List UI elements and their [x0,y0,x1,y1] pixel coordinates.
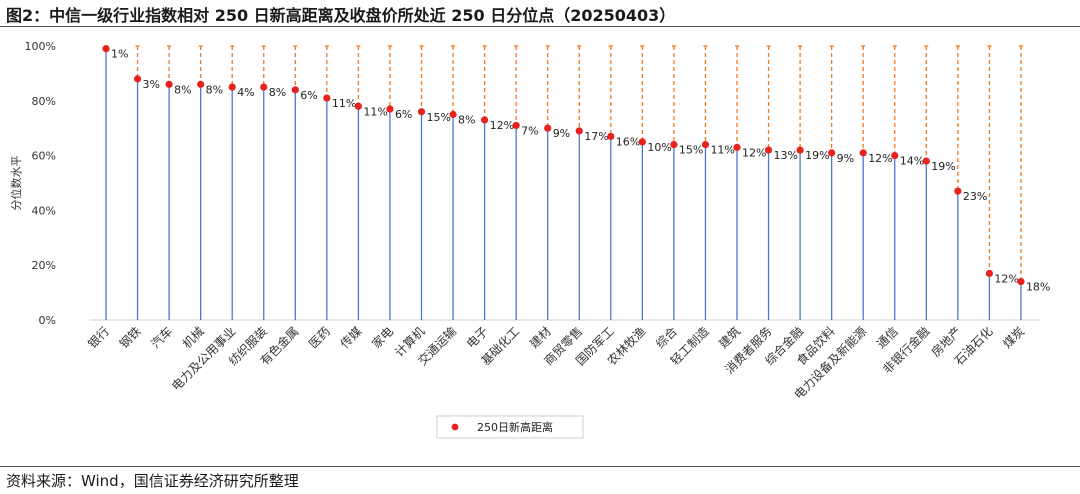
data-point [1017,278,1025,286]
data-point [954,187,962,195]
chart-area: 分位数水平 0% 20% 40% 60% 80% 100% 1% 银行 3% 钢铁 8% 汽车 8% 机械 4… [9,40,1050,439]
data-point [165,80,173,88]
data-point [260,83,268,91]
data-point [796,146,804,154]
category-label: 建筑 [716,324,744,352]
data-point [638,138,646,146]
y-tick-label: 80% [32,95,56,108]
data-label: 11% [363,105,387,118]
data-label: 4% [237,86,254,99]
data-label: 8% [206,83,223,96]
data-label: 12% [742,146,766,159]
data-point [133,75,142,83]
data-point [417,108,426,116]
data-point [197,80,205,88]
data-point [575,127,583,135]
data-point [985,269,994,278]
y-axis-label: 分位数水平 [9,156,23,211]
category-label: 综合 [652,324,680,352]
data-point [859,149,867,157]
data-label: 8% [174,83,191,96]
data-label: 12% [868,152,892,165]
category-label: 通信 [874,324,901,351]
y-tick-label: 0% [39,314,56,327]
category-label: 医药 [306,324,333,351]
data-label: 9% [553,127,570,140]
data-point [512,121,520,130]
category-label: 银行 [85,324,112,351]
data-label: 12% [490,119,514,132]
category-label: 钢铁 [117,324,144,351]
y-tick-label: 40% [32,204,56,217]
category-label: 煤炭 [1000,324,1027,351]
chart-title: 图2：中信一级行业指数相对 250 日新高距离及收盘价所处近 250 日分位点（… [6,6,676,25]
data-label: 3% [143,78,160,91]
legend-box [436,415,584,439]
source-note: 资料来源：Wind，国信证券经济研究所整理 [6,472,299,490]
y-tick-label: 60% [32,150,56,163]
data-point [607,132,615,141]
data-label: 19% [805,149,829,162]
data-point [291,86,299,94]
legend-label: 250日新高距离 [477,420,553,434]
data-label: 19% [931,160,955,173]
data-label: 23% [963,190,987,203]
data-point [323,94,331,102]
data-label: 18% [1026,281,1050,294]
category-label: 建材 [527,324,554,351]
y-tick-label: 20% [32,259,56,272]
data-point [922,157,930,165]
data-label: 11% [332,97,356,110]
data-point [386,105,394,113]
data-label: 10% [647,141,671,154]
data-point [764,146,773,154]
data-point [354,102,362,110]
category-label: 机械 [179,324,207,352]
data-label: 7% [521,124,538,137]
data-label: 8% [458,114,475,127]
data-label: 13% [774,149,798,162]
data-point [733,143,741,151]
data-point [481,116,489,124]
data-label: 6% [300,89,317,102]
category-label: 传媒 [337,324,365,352]
y-tick-label: 100% [25,40,56,53]
data-label: 8% [269,86,286,99]
data-point [102,45,110,53]
category-label: 汽车 [148,324,176,352]
title-rule [0,26,1080,27]
data-label: 1% [111,48,128,61]
data-label: 15% [427,111,451,124]
data-point [670,141,678,149]
data-point [891,152,899,160]
data-label: 12% [994,272,1018,285]
category-label: 电子 [464,324,491,351]
data-label: 9% [837,152,854,165]
data-label: 16% [616,135,640,148]
data-label: 6% [395,108,412,121]
data-label: 17% [584,130,608,143]
data-label: 15% [679,144,703,157]
data-point [228,83,236,91]
footer-rule [0,466,1080,467]
legend-marker [451,423,459,431]
data-point [544,124,552,132]
data-label: 14% [900,155,924,168]
data-point [449,110,457,119]
data-label: 11% [710,144,734,157]
data-point [701,141,710,149]
category-label: 家电 [368,324,396,352]
data-point [828,149,836,157]
